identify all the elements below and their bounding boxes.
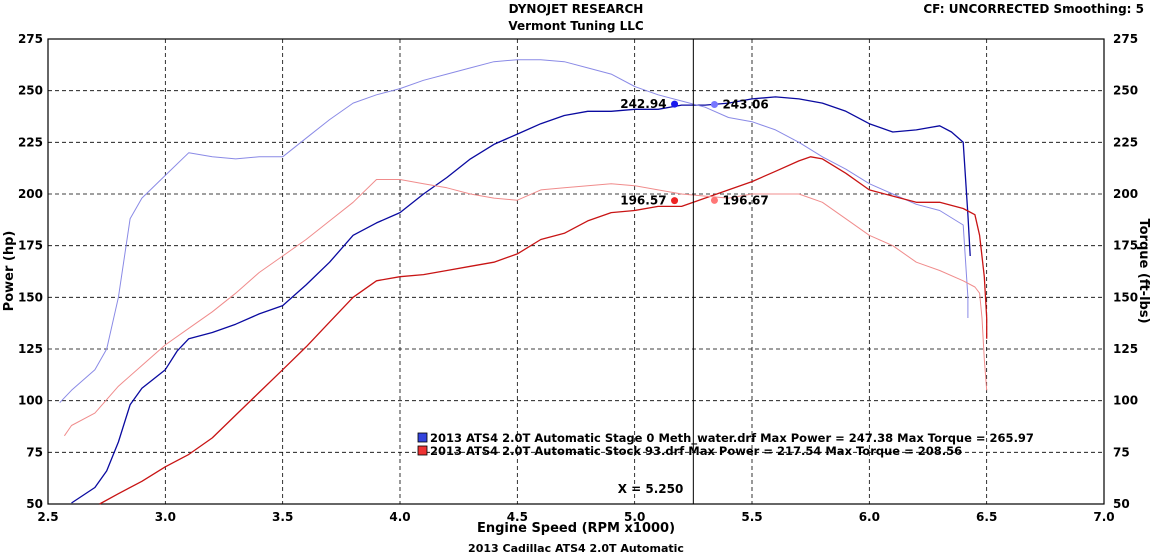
cursor-marker-value: 242.94: [620, 97, 666, 111]
x-tick-label: 3.5: [272, 510, 293, 524]
cursor-label: X = 5.250: [618, 482, 684, 496]
legend-entry: 2013 ATS4 2.0T Automatic Stock 93.drf Ma…: [430, 444, 962, 458]
y-tick-label-right: 100: [1113, 394, 1138, 408]
series-line-1: [71, 96, 971, 504]
legend-swatch: [417, 445, 428, 456]
cursor-marker-dot: [671, 100, 679, 108]
y-tick-label-left: 275: [18, 32, 43, 46]
y-tick-label-left: 225: [18, 135, 43, 149]
x-axis-label: Engine Speed (RPM x1000): [477, 521, 675, 536]
y-tick-label-right: 275: [1113, 32, 1138, 46]
legend-entry: 2013 ATS4 2.0T Automatic Stage 0 Meth_wa…: [430, 431, 1034, 446]
y-axis-label-right: Torque (ft-lbs): [1136, 218, 1151, 323]
y-tick-label-left: 200: [18, 187, 43, 201]
y-tick-labels-right: 50 75 100 125 150 175 200 225 250 275: [1113, 32, 1138, 511]
series-line-4: [63, 179, 988, 437]
chart-title: DYNOJET RESEARCH: [508, 2, 644, 16]
chart-subtitle: Vermont Tuning LLC: [508, 19, 644, 33]
y-tick-label-left: 50: [26, 497, 43, 511]
y-tick-label-right: 150: [1113, 290, 1138, 304]
series-line-3: [99, 156, 988, 505]
y-tick-label-left: 75: [26, 445, 43, 459]
y-tick-label-left: 100: [18, 394, 43, 408]
y-tick-label-right: 225: [1113, 135, 1138, 149]
y-axis-label-left: Power (hp): [2, 231, 17, 312]
y-tick-label-left: 125: [18, 342, 43, 356]
y-tick-label-right: 175: [1113, 239, 1138, 253]
y-tick-label-right: 125: [1113, 342, 1138, 356]
plot-frame: [47, 38, 1105, 505]
x-tick-labels: 2.5 3.0 3.5 4.0 4.5 5.0 5.5 6.0 6.5 7.0: [37, 510, 1114, 524]
correction-smoothing-label: CF: UNCORRECTED Smoothing: 5: [923, 2, 1144, 16]
x-tick-label: 4.0: [389, 510, 410, 524]
cursor-marker-dot: [710, 101, 718, 109]
x-tick-label: 6.5: [976, 510, 997, 524]
x-tick-label: 2.5: [37, 510, 58, 524]
grid: [48, 39, 1104, 504]
series-lines: [59, 59, 988, 505]
cursor-marker-dot: [710, 196, 718, 204]
x-tick-label: 3.0: [155, 510, 176, 524]
vehicle-footer: 2013 Cadillac ATS4 2.0T Automatic: [468, 542, 684, 555]
x-tick-label: 5.0: [624, 510, 645, 524]
legend-swatch: [417, 432, 428, 443]
cursor-markers: 242.94 243.06 196.57 196.67: [620, 97, 769, 208]
y-tick-label-left: 150: [18, 290, 43, 304]
cursor-marker-value: 196.57: [620, 194, 666, 208]
x-tick-label: 5.5: [741, 510, 762, 524]
x-tick-label: 6.0: [859, 510, 880, 524]
y-tick-label-right: 50: [1113, 497, 1130, 511]
series-line-2: [59, 59, 969, 404]
y-tick-label-left: 250: [18, 84, 43, 98]
cursor-marker-value: 196.67: [722, 193, 768, 207]
y-tick-label-right: 250: [1113, 84, 1138, 98]
cursor-marker-dot: [671, 197, 679, 205]
y-tick-label-right: 200: [1113, 187, 1138, 201]
cursor-marker-value: 243.06: [722, 98, 768, 112]
legend: 2013 ATS4 2.0T Automatic Stage 0 Meth_wa…: [417, 431, 1034, 458]
y-tick-label-right: 75: [1113, 445, 1130, 459]
y-tick-label-left: 175: [18, 239, 43, 253]
y-tick-labels-left: 50 75 100 125 150 175 200 225 250 275: [18, 32, 43, 511]
x-tick-label: 4.5: [507, 510, 528, 524]
x-tick-label: 7.0: [1093, 510, 1114, 524]
